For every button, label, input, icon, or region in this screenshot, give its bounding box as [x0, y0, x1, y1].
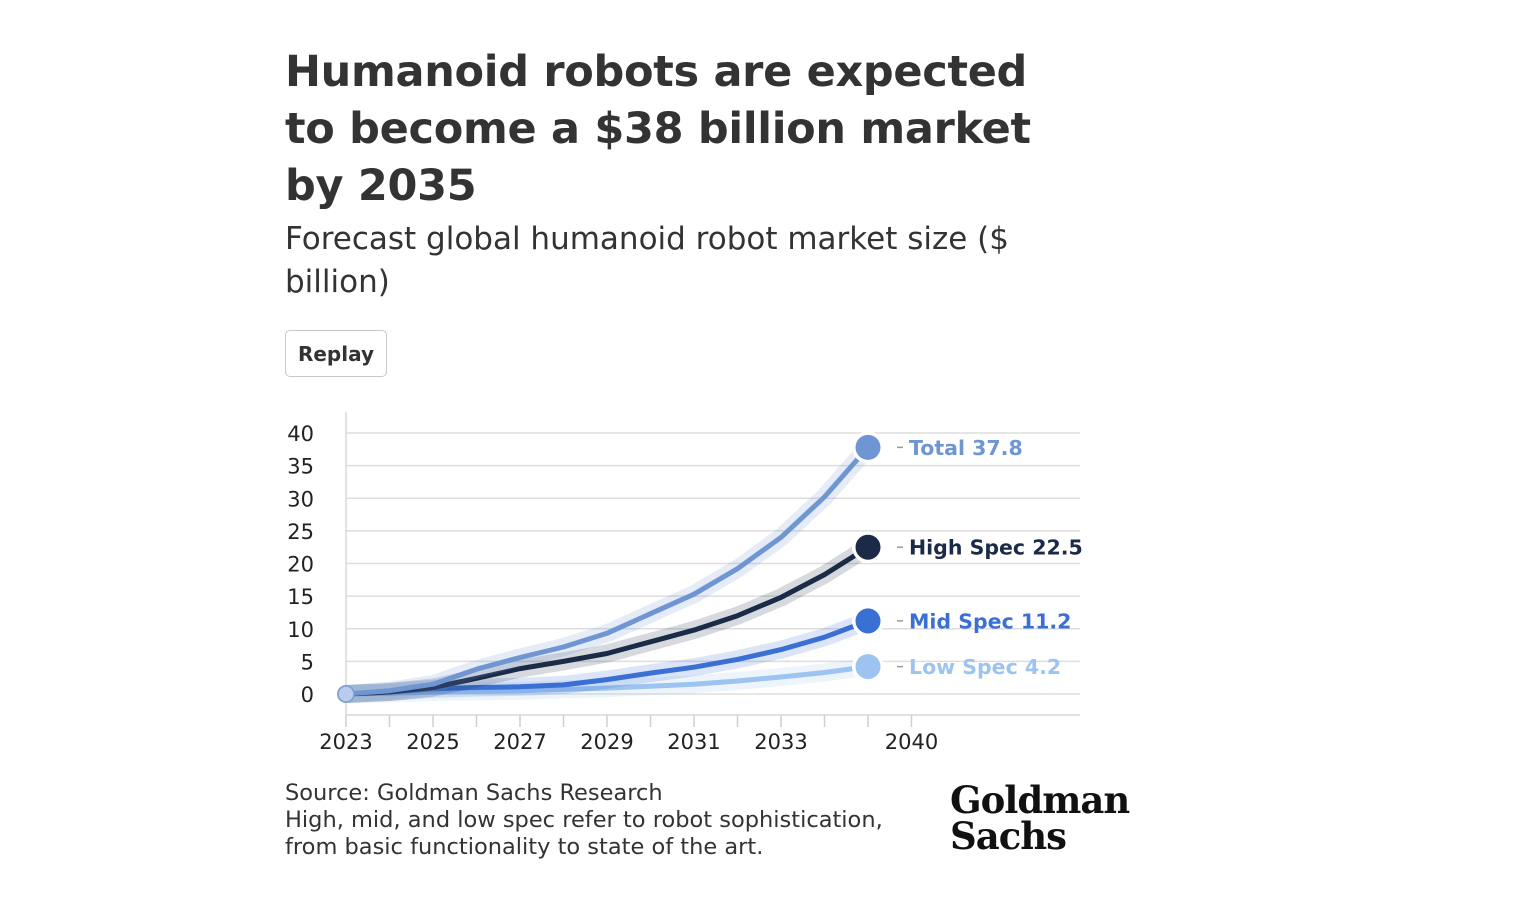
end-label: High Spec 22.5 [909, 536, 1083, 560]
x-tick-label: 2023 [319, 730, 372, 754]
goldman-sachs-logo: Goldman Sachs [950, 778, 1130, 858]
y-tick-label: 30 [287, 487, 314, 511]
series-line-high-spec [343, 544, 871, 697]
series-line-low-spec [343, 664, 871, 697]
chart-title: Humanoid robots are expected to become a… [285, 47, 1031, 211]
y-tick-label: 35 [287, 455, 314, 479]
end-label: Total 37.8 [909, 436, 1023, 460]
y-tick-label: 25 [287, 520, 314, 544]
source-note: Source: Goldman Sachs Research [285, 780, 663, 806]
replay-button[interactable]: Replay [285, 330, 387, 377]
y-tick-label: 10 [287, 618, 314, 642]
end-point-marker [855, 654, 881, 680]
spec-note-line1: High, mid, and low spec refer to robot s… [285, 807, 883, 833]
logo-line1: Goldman [950, 778, 1130, 822]
end-point-marker [855, 434, 881, 460]
y-tick-label: 15 [287, 585, 314, 609]
x-tick-label: 2040 [885, 730, 938, 754]
start-point-marker [337, 685, 355, 703]
end-labels: Total 37.8 High Spec 22.5 Mid Spec 11.2 Low… [852, 431, 1083, 683]
footnote: Source: Goldman Sachs Research High, mid… [285, 780, 935, 861]
y-tick-label: 5 [301, 650, 314, 674]
y-tick-label: 20 [287, 553, 314, 577]
x-tick-label: 2027 [493, 730, 546, 754]
end-label: Low Spec 4.2 [909, 655, 1061, 679]
spec-note-line2: from basic functionality to state of the… [285, 834, 764, 860]
y-tick-label: 40 [287, 422, 314, 446]
x-tick-label: 2033 [754, 730, 807, 754]
x-tick-label: 2029 [580, 730, 633, 754]
logo-line2: Sachs [950, 814, 1067, 858]
x-tick-label: 2025 [406, 730, 459, 754]
gridlines [346, 432, 1080, 695]
end-point-marker [855, 608, 881, 634]
x-tick-label: 2031 [667, 730, 720, 754]
chart-subtitle: Forecast global humanoid robot market si… [285, 221, 1010, 300]
series-line-total [343, 444, 871, 697]
y-tick-label: 0 [301, 683, 314, 707]
end-label: Mid Spec 11.2 [909, 609, 1071, 633]
end-point-marker [855, 534, 881, 560]
series-lines [337, 438, 877, 703]
